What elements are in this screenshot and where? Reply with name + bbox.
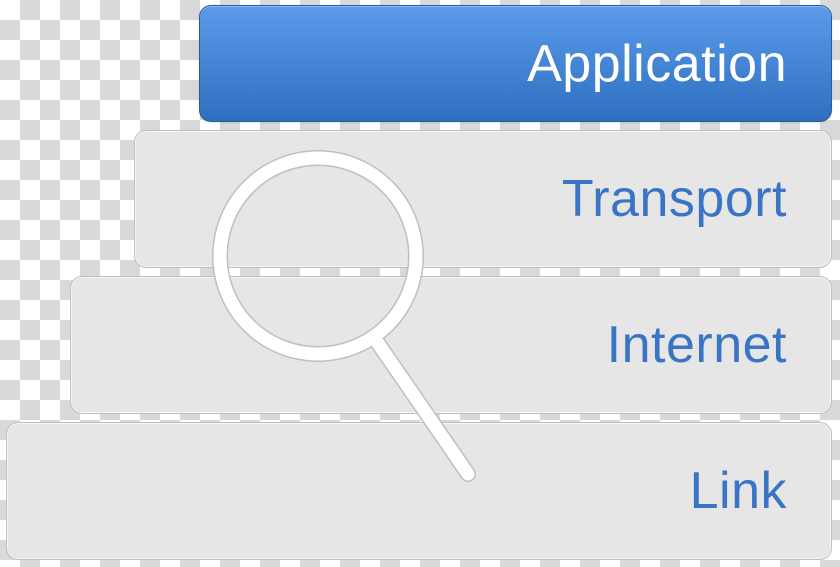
diagram-canvas: Application Transport Internet Link	[0, 0, 840, 567]
layer-internet: Internet	[70, 276, 832, 414]
layer-link: Link	[6, 422, 832, 560]
layer-transport-label: Transport	[562, 169, 787, 229]
layer-application: Application	[199, 5, 832, 122]
layer-transport: Transport	[134, 130, 832, 268]
layer-link-label: Link	[690, 461, 787, 521]
layer-application-label: Application	[527, 34, 787, 94]
layer-internet-label: Internet	[607, 315, 787, 375]
